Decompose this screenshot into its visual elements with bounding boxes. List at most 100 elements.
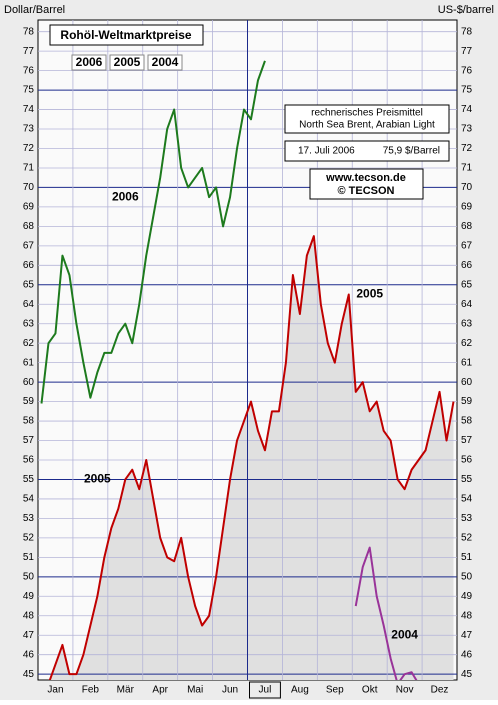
- y2-tick-label: 70: [461, 182, 473, 193]
- y-tick-label: 54: [23, 494, 35, 505]
- note-date: 17. Juli 2006: [298, 146, 355, 157]
- y-tick-label: 69: [23, 202, 35, 213]
- x-tick-label: Jan: [47, 685, 63, 696]
- current-month-box: [249, 681, 281, 699]
- y-tick-label: 72: [23, 143, 35, 154]
- x-tick-label: Jul: [259, 685, 272, 696]
- y2-axis-label: US-$/barrel: [438, 4, 494, 16]
- y-tick-label: 45: [23, 669, 35, 680]
- x-tick-label: Mär: [117, 685, 135, 696]
- y2-tick-label: 54: [461, 494, 473, 505]
- legend-label: 2006: [76, 55, 103, 69]
- y2-tick-label: 69: [461, 202, 473, 213]
- legend-label: 2005: [114, 55, 141, 69]
- y-tick-label: 48: [23, 610, 35, 621]
- y2-tick-label: 64: [461, 299, 473, 310]
- legend-box: [109, 54, 145, 71]
- y-tick-label: 73: [23, 124, 35, 135]
- plot: [38, 20, 457, 680]
- y2-tick-label: 71: [461, 163, 473, 174]
- series-label: 2004: [391, 627, 418, 641]
- credit-copyright: © TECSON: [338, 185, 395, 197]
- line: [48, 235, 455, 680]
- credit-box: [309, 168, 424, 200]
- y2-tick-label: 63: [461, 318, 473, 329]
- note-price: 75,9 $/Barrel: [383, 146, 440, 157]
- y-tick-label: 58: [23, 416, 35, 427]
- y-tick-label: 77: [23, 46, 35, 57]
- x-tick-label: Feb: [82, 685, 100, 696]
- chart-title: Rohöl-Weltmarktpreise: [60, 28, 191, 42]
- y2-tick-label: 59: [461, 396, 473, 407]
- x-tick-label: Mai: [187, 685, 203, 696]
- x-tick-label: Jun: [222, 685, 238, 696]
- y-tick-label: 53: [23, 513, 35, 524]
- y-tick-label: 68: [23, 221, 35, 232]
- legend-box: [147, 54, 183, 71]
- y-tick-label: 51: [23, 552, 35, 563]
- note-box: [284, 140, 450, 162]
- y2-tick-label: 46: [461, 649, 473, 660]
- x-tick-label: Nov: [396, 685, 414, 696]
- y-tick-label: 66: [23, 260, 35, 271]
- y2-tick-label: 52: [461, 533, 473, 544]
- legend-box: [71, 54, 107, 71]
- y-axis-label: Dollar/Barrel: [4, 4, 65, 16]
- y-tick-label: 71: [23, 163, 35, 174]
- credit-url: www.tecson.de: [325, 172, 406, 184]
- y-tick-label: 65: [23, 279, 35, 290]
- y2-tick-label: 75: [461, 85, 473, 96]
- y2-tick-label: 66: [461, 260, 473, 271]
- y2-tick-label: 51: [461, 552, 473, 563]
- y-tick-label: 74: [23, 104, 35, 115]
- x-tick-label: Dez: [431, 685, 449, 696]
- y-tick-label: 78: [23, 26, 35, 37]
- note-box: [284, 104, 450, 134]
- y2-tick-label: 67: [461, 240, 473, 251]
- x-tick-label: Apr: [152, 685, 168, 696]
- y-tick-label: 64: [23, 299, 35, 310]
- y-tick-label: 46: [23, 649, 35, 660]
- y2-tick-label: 73: [461, 124, 473, 135]
- line: [40, 60, 266, 404]
- legend-label: 2004: [152, 55, 179, 69]
- y-tick-label: 76: [23, 65, 35, 76]
- y2-tick-label: 53: [461, 513, 473, 524]
- y2-tick-label: 61: [461, 357, 473, 368]
- y2-tick-label: 55: [461, 474, 473, 485]
- y2-tick-label: 49: [461, 591, 473, 602]
- y2-tick-label: 68: [461, 221, 473, 232]
- y2-tick-label: 65: [461, 279, 473, 290]
- y-tick-label: 57: [23, 435, 35, 446]
- series-label: 2005: [84, 472, 111, 486]
- y-tick-label: 63: [23, 318, 35, 329]
- x-tick-label: Sep: [326, 685, 344, 696]
- y-tick-label: 60: [23, 377, 35, 388]
- y-tick-label: 70: [23, 182, 35, 193]
- x-tick-label: Aug: [291, 685, 309, 696]
- y-tick-label: 59: [23, 396, 35, 407]
- y-tick-label: 61: [23, 357, 35, 368]
- y2-tick-label: 72: [461, 143, 473, 154]
- y2-tick-label: 57: [461, 435, 473, 446]
- y-tick-label: 62: [23, 338, 35, 349]
- y-tick-label: 56: [23, 455, 35, 466]
- y-tick-label: 52: [23, 533, 35, 544]
- y2-tick-label: 78: [461, 26, 473, 37]
- line: [354, 546, 418, 680]
- note-text: rechnerisches Preismittel: [311, 108, 423, 119]
- y2-tick-label: 58: [461, 416, 473, 427]
- y2-tick-label: 48: [461, 610, 473, 621]
- y-tick-label: 47: [23, 630, 35, 641]
- y2-tick-label: 50: [461, 571, 473, 582]
- y2-tick-label: 77: [461, 46, 473, 57]
- note-text: North Sea Brent, Arabian Light: [299, 120, 435, 131]
- title-box: [49, 24, 204, 46]
- y2-tick-label: 60: [461, 377, 473, 388]
- series-label: 2005: [356, 287, 383, 301]
- y-tick-label: 55: [23, 474, 35, 485]
- series-label: 2006: [112, 189, 139, 203]
- y2-tick-label: 76: [461, 65, 473, 76]
- y2-tick-label: 62: [461, 338, 473, 349]
